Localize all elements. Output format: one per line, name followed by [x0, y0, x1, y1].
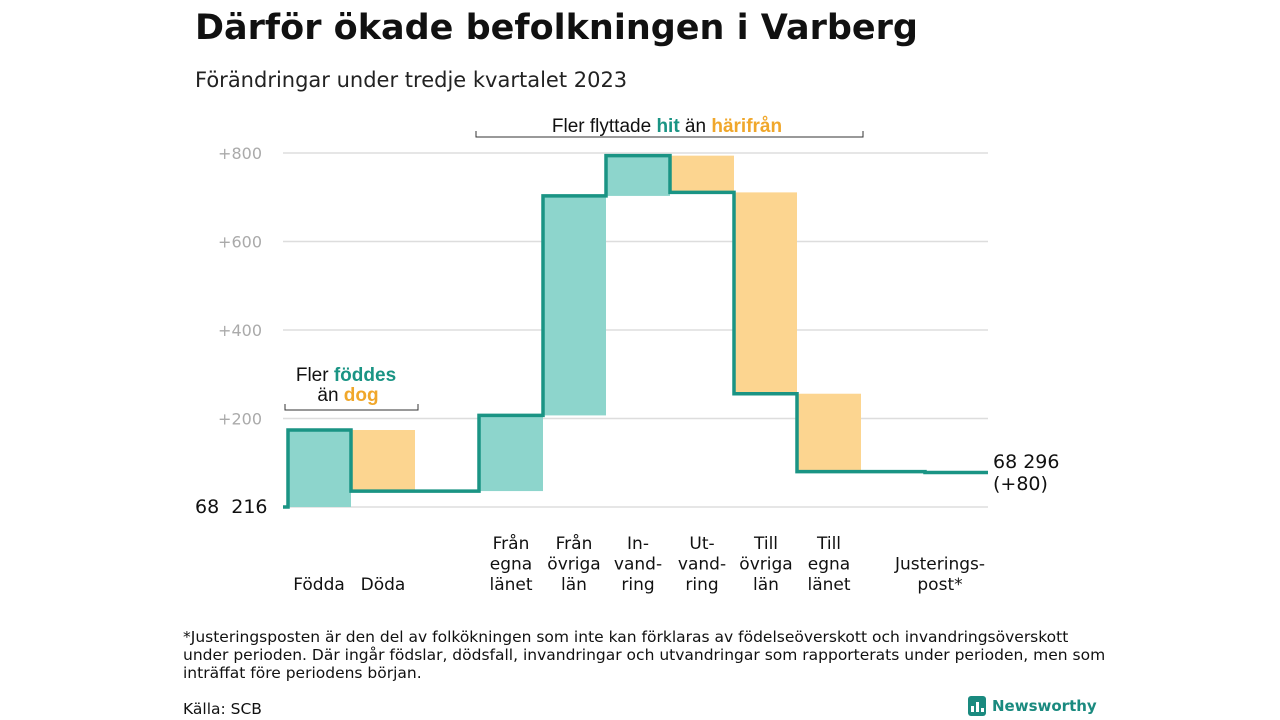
category-label: övriga: [739, 555, 792, 575]
category-label: post*: [917, 575, 962, 595]
category-label: länet: [489, 575, 532, 595]
start-value-label: 68 216: [195, 496, 268, 518]
category-label: ring: [685, 575, 718, 595]
category-label: Döda: [361, 575, 406, 595]
migration-annotation: Fler flyttade hit än härifrån: [552, 116, 782, 137]
category-label: ring: [621, 575, 654, 595]
bar-increase: [606, 155, 670, 196]
category-label: Till: [753, 534, 778, 554]
category-label: län: [561, 575, 587, 595]
cumulative-line: [283, 153, 988, 509]
bar-increase: [288, 430, 351, 507]
category-label: Från: [493, 533, 530, 554]
y-tick-label: +800: [218, 144, 262, 163]
end-value-label: 68 296: [993, 451, 1059, 473]
brand-logo: Newsworthy: [968, 696, 1097, 716]
y-tick-label: +600: [218, 233, 262, 252]
births-annotation-line2: än dog: [317, 385, 378, 406]
category-label: egna: [808, 555, 850, 575]
source-note: Källa: SCB: [183, 700, 262, 718]
births-annotation: Fler föddes: [296, 365, 396, 386]
waterfall-chart: +800 +600 +400 +200 68 216 68 296(+80) Födda Dö…: [195, 116, 1059, 595]
category-label: egna: [490, 555, 532, 575]
chart-title: Därför ökade befolkningen i Varberg: [195, 8, 918, 48]
category-label: vand-: [614, 555, 662, 575]
bar-decrease: [670, 155, 734, 193]
category-label: vand-: [678, 555, 726, 575]
category-label: län: [753, 575, 779, 595]
bar-decrease: [734, 192, 797, 394]
category-label: länet: [807, 575, 850, 595]
y-tick-label: +200: [218, 410, 262, 429]
migration-bracket: [475, 131, 864, 138]
bar-increase: [543, 195, 606, 416]
category-label: In-: [627, 534, 649, 554]
bar-decrease: [351, 430, 415, 492]
footnote: *Justeringsposten är den del av folkökni…: [183, 628, 1106, 682]
bar-increase: [479, 415, 543, 492]
category-label: Ut-: [689, 534, 714, 554]
category-label: Födda: [293, 575, 345, 595]
category-label: Justerings-: [894, 555, 985, 575]
category-label: Från: [556, 533, 593, 554]
brand-name: Newsworthy: [992, 697, 1097, 715]
category-label: övriga: [547, 555, 600, 575]
category-label: Till: [816, 534, 841, 554]
bar-chart-icon: [968, 696, 986, 716]
bar-decrease: [797, 393, 861, 472]
y-tick-label: +400: [218, 321, 262, 340]
births-bracket: [284, 404, 419, 411]
chart-subtitle: Förändringar under tredje kvartalet 2023: [195, 68, 628, 92]
end-value-label: (+80): [993, 473, 1048, 495]
